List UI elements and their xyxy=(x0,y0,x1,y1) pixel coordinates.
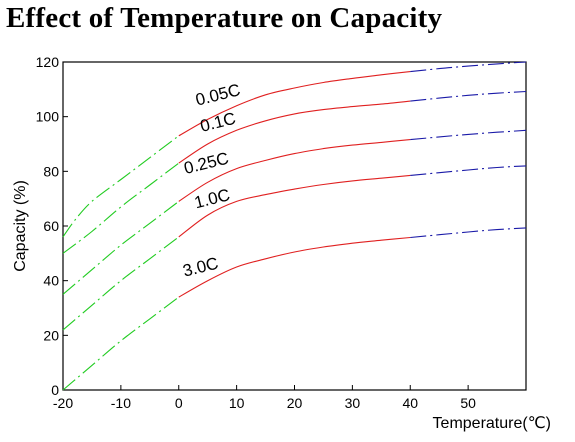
x-tick-label: 10 xyxy=(229,395,245,411)
series-line-0-25c-low xyxy=(62,200,180,295)
series-line-0-05c-low xyxy=(62,135,180,238)
series-line-3-0c-mid xyxy=(178,236,411,298)
series-line-1-0c-high xyxy=(410,165,527,176)
series-line-0-1c-low xyxy=(62,162,180,254)
x-tick-label: 30 xyxy=(345,395,361,411)
y-tick-label: 0 xyxy=(51,382,59,398)
series-line-0-25c-mid xyxy=(178,139,411,202)
y-tick-label: 100 xyxy=(36,109,60,125)
x-tick-label: 0 xyxy=(175,395,183,411)
series-line-0-05c-mid xyxy=(178,71,411,137)
series-group xyxy=(62,61,527,391)
series-line-1-0c-mid xyxy=(178,174,411,238)
plot-area-frame xyxy=(62,61,527,391)
series-label-0-05c: 0.05C xyxy=(194,80,243,109)
series-line-1-0c-low xyxy=(62,236,180,331)
series-label-1-0c: 1.0C xyxy=(192,185,231,212)
series-line-3-0c-high xyxy=(410,227,527,239)
y-tick-label: 60 xyxy=(43,218,59,234)
series-line-0-25c-high xyxy=(410,129,527,141)
y-tick-label: 80 xyxy=(43,163,59,179)
x-tick-label: -20 xyxy=(53,395,73,411)
y-axis-title: Capacity (%) xyxy=(12,180,29,272)
x-tick-label: -10 xyxy=(111,395,131,411)
series-line-0-1c-high xyxy=(410,90,527,102)
series-line-3-0c-low xyxy=(62,296,180,391)
x-tick-label: 50 xyxy=(460,395,476,411)
x-axis-ticks: -20 -10 0 10 20 30 40 50 xyxy=(53,385,476,411)
x-tick-label: 20 xyxy=(287,395,303,411)
y-tick-label: 40 xyxy=(43,273,59,289)
y-tick-label: 120 xyxy=(36,54,60,70)
series-line-0-05c-high xyxy=(410,61,527,73)
x-axis-title: Temperature(℃) xyxy=(433,415,551,432)
x-tick-label: 40 xyxy=(402,395,418,411)
y-axis-ticks: 0 20 40 60 80 100 120 xyxy=(36,54,68,398)
y-tick-label: 20 xyxy=(43,327,59,343)
series-label-3-0c: 3.0C xyxy=(181,254,220,281)
chart-title: Effect of Temperature on Capacity xyxy=(6,2,443,34)
series-line-0-1c-mid xyxy=(178,100,411,164)
